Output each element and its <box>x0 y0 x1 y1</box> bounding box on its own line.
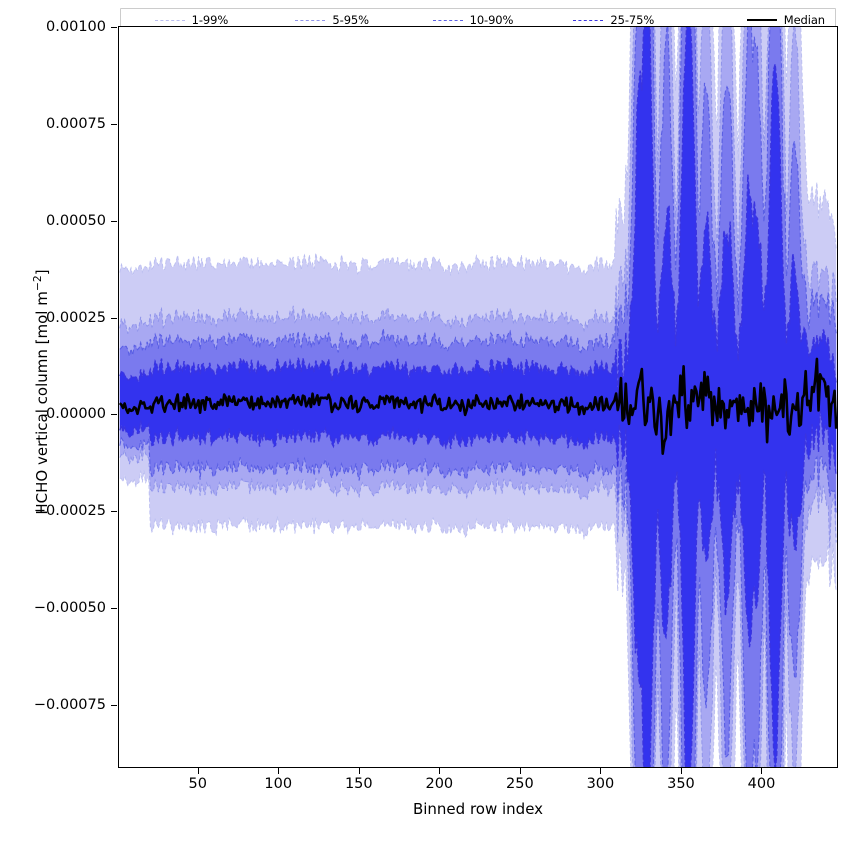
legend-entry-median[interactable]: Median <box>684 13 835 27</box>
y-tick-mark <box>111 220 117 222</box>
percentile-edge-p10 <box>119 436 837 767</box>
y-axis-label: HCHO vertical column [mol m−2] <box>31 192 51 592</box>
y-tick-label: 0.00075 <box>46 115 106 132</box>
y-axis-ticks: 0.00100 0.00075 0.00050 0.00025 0.00000 −0.00… <box>0 0 117 850</box>
legend-entry-10-90[interactable]: 10-90% <box>403 13 544 27</box>
x-tick-label: 300 <box>586 776 615 792</box>
legend-swatch-line <box>746 19 777 21</box>
legend-label: 5-95% <box>332 13 369 27</box>
y-tick-mark <box>111 123 117 125</box>
x-tick-label: 350 <box>667 776 695 792</box>
y-tick-label: −0.00075 <box>33 696 106 713</box>
x-tick-mark <box>680 768 682 774</box>
x-tick-label: 50 <box>188 776 207 792</box>
x-tick-mark <box>600 768 602 774</box>
y-tick-label: 0.00100 <box>46 19 106 36</box>
x-tick-mark <box>519 768 521 774</box>
plot-svg <box>119 27 837 767</box>
percentile-edge-p90 <box>119 27 837 357</box>
y-tick-mark <box>111 608 117 610</box>
y-axis-label-text: HCHO vertical column [mol m <box>33 291 51 515</box>
legend-swatch-line <box>154 19 185 21</box>
legend-entry-5-95[interactable]: 5-95% <box>262 13 403 27</box>
y-tick-mark <box>111 317 117 319</box>
x-tick-label: 150 <box>344 776 373 792</box>
x-axis-label: Binned row index <box>412 800 544 818</box>
x-tick-mark <box>197 768 199 774</box>
percentile-edge-p95 <box>119 27 837 334</box>
percentile-edge-p99 <box>119 27 837 278</box>
y-tick-mark <box>111 704 117 706</box>
x-tick-label: 200 <box>425 776 454 792</box>
legend-entry-25-75[interactable]: 25-75% <box>543 13 684 27</box>
percentile-edge-p05 <box>119 447 837 767</box>
plot-area <box>118 26 838 768</box>
legend-entry-1-99[interactable]: 1-99% <box>121 13 262 27</box>
median-line <box>119 357 837 455</box>
y-tick-mark <box>111 511 117 513</box>
y-tick-label: 0.00025 <box>46 309 106 326</box>
x-tick-label: 100 <box>264 776 293 792</box>
percentile-edge-p75 <box>119 27 837 394</box>
y-axis-label-suffix: ] <box>33 269 51 276</box>
legend-label: 10-90% <box>469 13 514 27</box>
x-tick-label: 250 <box>506 776 534 792</box>
legend-label: Median <box>783 13 825 27</box>
y-tick-label: 0.00050 <box>46 212 106 229</box>
legend-label: 1-99% <box>191 13 229 27</box>
legend-swatch-line <box>573 19 604 21</box>
legend-swatch-line <box>295 19 326 21</box>
x-tick-label: 400 <box>747 776 776 792</box>
legend-label: 25-75% <box>610 13 655 27</box>
x-tick-mark <box>278 768 280 774</box>
y-tick-mark <box>111 27 117 29</box>
x-tick-mark <box>439 768 441 774</box>
y-tick-mark <box>111 414 117 416</box>
y-tick-label: −0.00050 <box>33 600 106 617</box>
percentile-edge-p01 <box>119 470 837 767</box>
legend-swatch-line <box>432 19 463 21</box>
y-tick-label: −0.00025 <box>33 503 106 520</box>
y-tick-label: 0.00000 <box>46 406 106 423</box>
x-tick-mark <box>358 768 360 774</box>
y-axis-label-exponent: −2 <box>31 275 44 292</box>
x-tick-mark <box>761 768 763 774</box>
percentile-edge-p25 <box>119 408 837 767</box>
